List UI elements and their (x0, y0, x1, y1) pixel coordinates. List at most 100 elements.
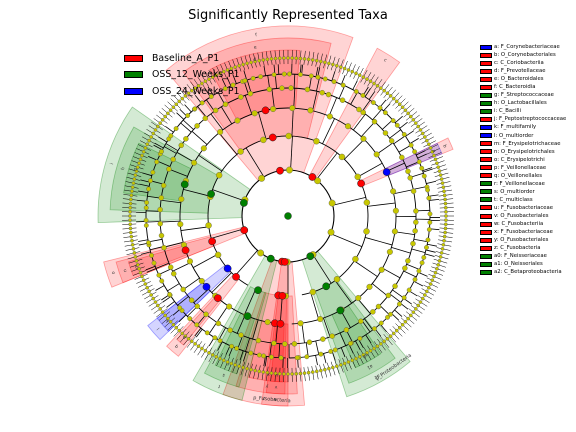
tree-branch (364, 88, 371, 97)
biomarker-node-l (223, 264, 232, 273)
taxa-legend-item: x: F_Fusobacteriaceae (480, 228, 566, 236)
tree-node (416, 124, 421, 129)
tree-node (425, 237, 431, 243)
tree-node (332, 347, 338, 353)
taxa-legend-item: t: C_multiclass (480, 196, 566, 204)
tree-node (440, 247, 445, 251)
tree-node (309, 288, 317, 296)
biomarker-node-s (254, 286, 262, 295)
tree-node (154, 159, 160, 165)
tree-node (298, 371, 303, 376)
biomarker-node-g (180, 180, 189, 189)
tree-node (357, 336, 363, 341)
tree-node (388, 94, 393, 98)
clade-sector-label: f (255, 32, 258, 38)
tree-node (322, 76, 328, 82)
tree-node (277, 56, 282, 61)
tree-node (413, 219, 419, 225)
tree-node (248, 350, 254, 356)
clade-sector-label: s (221, 372, 226, 378)
tree-node (317, 316, 324, 323)
tree-branch (153, 144, 163, 151)
tree-node (177, 221, 184, 228)
tree-arc (207, 135, 369, 296)
tree-branch (403, 270, 417, 278)
tree-node (227, 327, 233, 333)
tree-node (222, 86, 228, 92)
tree-node (441, 242, 446, 247)
taxa-legend-item: q: O_Veillonellales (480, 172, 566, 180)
tree-node (370, 309, 376, 315)
taxa-legend-label: d: F_Prevotellaceae (494, 68, 546, 75)
tree-node (375, 303, 382, 310)
tree-node (130, 185, 135, 190)
tree-node (352, 255, 359, 263)
tree-branch (355, 340, 361, 350)
tree-node (134, 169, 139, 173)
biomarker-node-u (276, 319, 285, 328)
taxa-legend-label: n: O_Erysipelotrichales (494, 148, 555, 155)
tree-branch (405, 130, 415, 137)
tree-branch (212, 189, 245, 202)
tree-branch (393, 189, 414, 195)
tree-branch (389, 129, 401, 139)
tree-node (443, 205, 448, 210)
tree-branch (376, 142, 394, 155)
tree-node (399, 154, 405, 161)
tree-node (171, 105, 176, 110)
taxa-legend-item: y: O_Fusobacteriales (480, 236, 566, 244)
tree-node (256, 352, 262, 358)
tree-node (423, 293, 427, 297)
tree-node (411, 118, 416, 122)
tree-node (357, 73, 362, 78)
tree-node (419, 165, 425, 171)
tree-branch (236, 314, 246, 334)
biomarker-node-v (278, 291, 287, 300)
tree-node (194, 303, 200, 309)
tree-node (326, 113, 333, 120)
tree-node (379, 86, 383, 90)
tree-node (286, 56, 290, 60)
tree-node (143, 223, 149, 228)
tree-branch (383, 103, 391, 112)
clade-sector-label: c (383, 58, 388, 64)
tree-branch (310, 292, 320, 320)
tree-node (286, 166, 293, 174)
taxa-legend-swatch (480, 229, 492, 235)
tree-node (365, 351, 369, 355)
taxa-legend-label: a1: O_Neisseriales (494, 261, 543, 268)
tree-node (372, 346, 376, 351)
taxa-legend-item: a1: O_Neisseriales (480, 260, 566, 268)
tree-node (294, 355, 300, 361)
taxa-legend-item: o: C_Erysipelotrichi (480, 156, 566, 164)
tree-node (318, 351, 324, 357)
tree-node (282, 372, 286, 376)
tree-node (441, 185, 446, 190)
tree-node (187, 316, 193, 321)
tree-node (408, 142, 414, 148)
tree-node (298, 56, 303, 61)
tree-branch (245, 337, 251, 352)
class-legend-label: OSS_12_Weeks_P1 (152, 69, 240, 81)
taxa-legend-swatch (480, 221, 492, 227)
tree-branch (140, 251, 151, 255)
tree-node (442, 193, 447, 198)
clade-sector-label: x (267, 371, 271, 376)
tree-node (198, 278, 205, 285)
taxa-legend-item: i: C_Bacilli (480, 107, 566, 115)
tree-node (183, 136, 189, 142)
tree-node (388, 138, 395, 144)
tree-branch (339, 332, 347, 346)
tree-node (342, 361, 347, 366)
tree-node (412, 277, 418, 282)
tree-node (437, 259, 442, 263)
tree-node (355, 295, 362, 302)
tree-node (218, 71, 222, 76)
taxa-legend-swatch (480, 173, 492, 179)
tree-node (426, 195, 432, 201)
tree-node (338, 153, 346, 161)
tree-node (346, 68, 351, 72)
tree-node (130, 189, 134, 194)
taxa-legend-swatch (480, 261, 492, 267)
